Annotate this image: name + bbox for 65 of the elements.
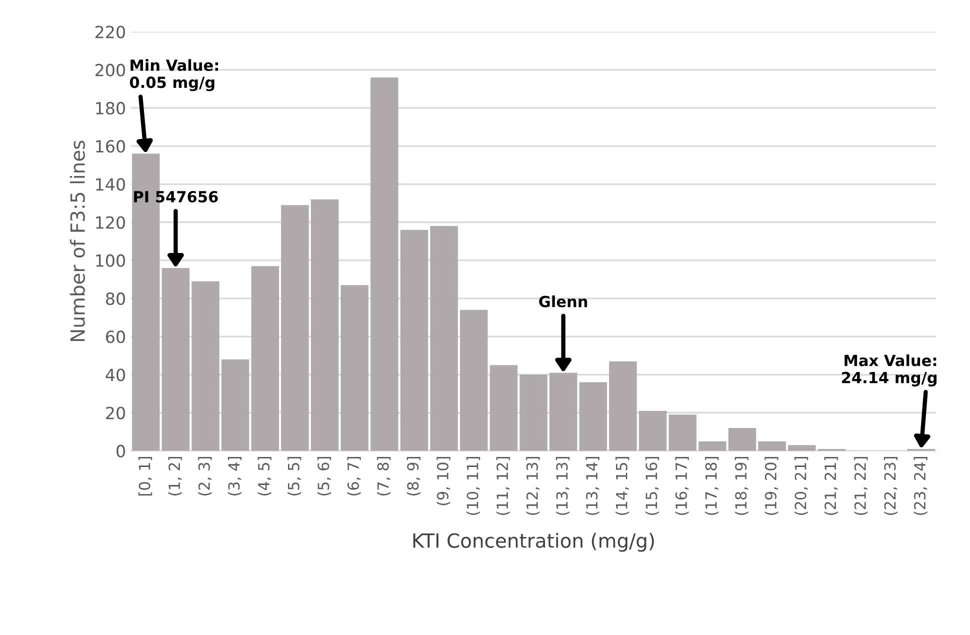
x-tick-label: (6, 7] <box>347 457 361 496</box>
x-tick-label: (11, 12] <box>496 457 510 515</box>
x-tick-label: (14, 15] <box>616 457 630 515</box>
bar <box>758 441 786 451</box>
bar <box>192 281 220 451</box>
bar <box>520 374 548 451</box>
x-tick-label: (23, 24] <box>914 457 928 515</box>
x-tick-label: (8, 9] <box>406 457 420 496</box>
bar <box>400 230 428 451</box>
x-tick-label: (21, 22] <box>854 457 868 515</box>
x-tick-label: (13, 14] <box>586 457 600 515</box>
bar <box>668 414 696 451</box>
annotation: Max Value: 24.14 mg/g <box>842 354 937 386</box>
x-tick-label: (12, 13] <box>526 457 540 515</box>
y-tick-label: 220 <box>96 26 125 38</box>
bar <box>460 310 488 451</box>
bar <box>609 361 637 451</box>
bar <box>340 285 368 451</box>
bar <box>221 359 250 451</box>
x-tick-label: (19, 20] <box>764 457 778 515</box>
y-tick-label: 180 <box>96 102 125 115</box>
bar <box>788 445 816 451</box>
x-tick-label: (5, 5] <box>288 457 302 496</box>
x-tick-label: (21, 21] <box>824 457 838 515</box>
bar <box>430 226 458 451</box>
x-tick-label: (18, 19] <box>734 457 748 515</box>
bar <box>370 77 398 451</box>
y-tick-label: 0 <box>116 444 125 458</box>
x-tick-label: (15, 16] <box>645 457 660 515</box>
bar <box>490 365 518 451</box>
x-tick-label: (4, 5] <box>258 457 272 496</box>
x-tick-label: (10, 11] <box>466 457 480 515</box>
y-tick-label: 80 <box>106 292 125 306</box>
bar <box>310 199 339 451</box>
x-tick-label: (16, 17] <box>675 457 689 515</box>
bar <box>638 410 667 451</box>
x-tick-label: (17, 18] <box>705 457 719 515</box>
y-tick-label: 200 <box>96 64 125 76</box>
bar <box>251 266 279 451</box>
x-tick-label: (1, 2] <box>168 457 182 496</box>
y-tick-label: 20 <box>106 406 125 420</box>
x-tick-label: (13, 13] <box>556 457 570 515</box>
x-axis-title: KTI Concentration (mg/g) <box>413 532 654 552</box>
x-tick-label: (7, 8] <box>377 457 391 496</box>
y-tick-label: 100 <box>96 254 125 267</box>
y-tick-label: 160 <box>96 140 125 153</box>
y-axis-title: Number of F3:5 lines <box>70 140 85 341</box>
x-tick-label: (2, 3] <box>198 457 212 496</box>
bar <box>579 382 608 451</box>
annotation: PI 547656 <box>134 190 218 203</box>
bar <box>698 441 726 451</box>
y-tick-label: 140 <box>96 178 125 191</box>
bar <box>281 205 309 451</box>
bar <box>728 428 756 451</box>
x-tick-label: (3, 4] <box>228 457 242 496</box>
x-tick-label: (22, 23] <box>884 457 898 515</box>
annotation: Min Value: 0.05 mg/g <box>130 59 218 92</box>
x-tick-label: (20, 21] <box>794 457 808 515</box>
y-tick-label: 40 <box>106 368 125 382</box>
x-tick-label: (5, 6] <box>317 457 331 496</box>
x-tick-label: [0, 1] <box>138 457 152 496</box>
y-tick-label: 120 <box>96 216 125 229</box>
x-tick-label: (9, 10] <box>436 457 450 506</box>
annotation: Glenn <box>539 295 588 308</box>
y-tick-label: 60 <box>106 330 125 344</box>
